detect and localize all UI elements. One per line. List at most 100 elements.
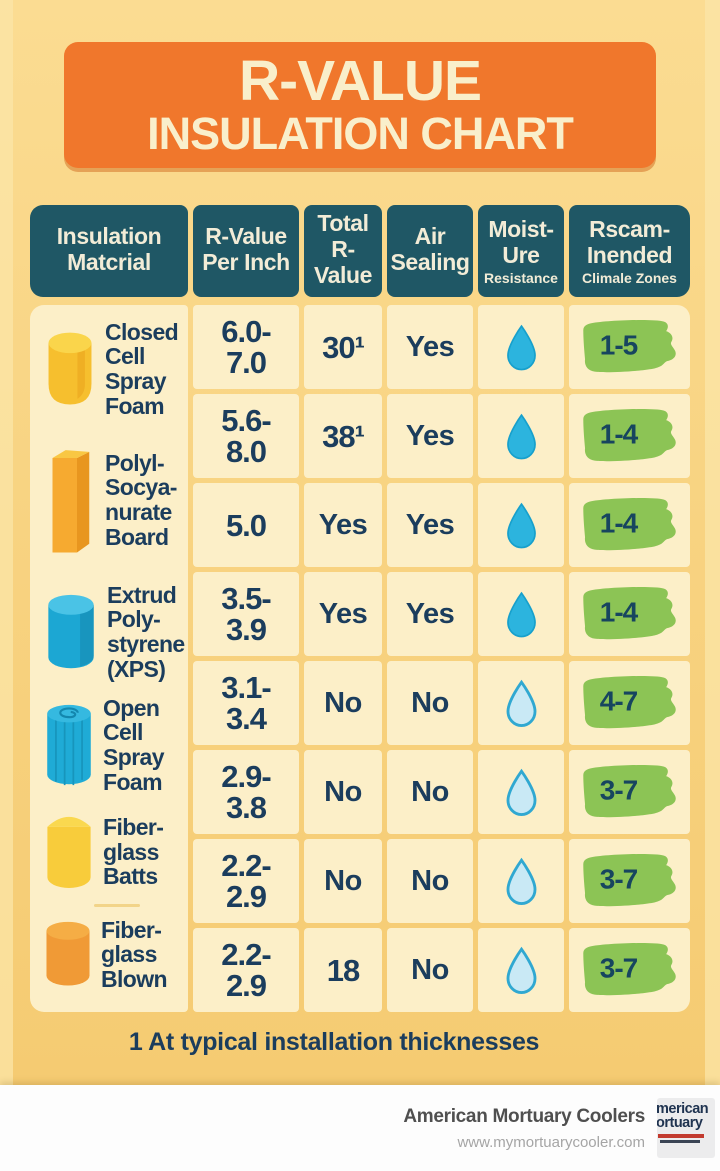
brand-url: www.mymortuarycooler.com: [457, 1133, 645, 1151]
moisture-resistance-cell: [478, 572, 564, 656]
material-label: Extrud Poly- styrene (XPS): [107, 581, 185, 682]
header-label: Insulation Matcrial: [56, 223, 162, 275]
footer: American Mortuary Coolers www.mymortuary…: [0, 1085, 720, 1171]
page-edge-highlight: [0, 0, 13, 1085]
state-silhouette-icon: [582, 409, 676, 462]
header-moisture-resistance: Moist- Ure Resistance: [478, 205, 564, 297]
title-banner: R-VALUE INSULATION CHART: [64, 42, 656, 168]
state-shape-badge: 3-7: [578, 938, 682, 1002]
air-sealing-cell: No: [387, 839, 473, 923]
state-shape-badge: 3-7: [578, 760, 682, 824]
header-label: Rscam- Inended: [586, 216, 673, 268]
climate-zones-cell: 3-7: [569, 750, 690, 834]
material-open-cell-spray-foam: Open Cell Spray Foam: [42, 689, 184, 801]
moisture-resistance-cell: [478, 661, 564, 745]
state-silhouette-icon: [582, 320, 676, 373]
r-value-per-inch-cell: 3.5- 3.9: [193, 572, 299, 656]
total-r-value-cell: No: [304, 661, 382, 745]
climate-zones-cell: 1-5: [569, 305, 690, 389]
state-silhouette-icon: [582, 587, 676, 640]
table-header-row: Insulation Matcrial R-Value Per Inch Tot…: [30, 205, 690, 297]
climate-zones-cell: 3-7: [569, 928, 690, 1012]
material-extruded-polystyrene: Extrud Poly- styrene (XPS): [42, 575, 185, 689]
climate-zones-cell: 1-4: [569, 572, 690, 656]
table-body: Closed Cell Spray Foam Polyl- Socya- nur…: [30, 305, 690, 1012]
header-insulation-material: Insulation Matcrial: [30, 205, 188, 297]
blue-cylinder-icon: [48, 594, 94, 669]
insulation-table: Insulation Matcrial R-Value Per Inch Tot…: [30, 205, 690, 1012]
air-sealing-cell: Yes: [387, 572, 473, 656]
r-value-per-inch-cell: 5.0: [193, 483, 299, 567]
orange-cylinder-icon: [46, 921, 90, 985]
moisture-resistance-cell: [478, 394, 564, 478]
water-drop-icon: [506, 591, 536, 637]
material-polyisocyanurate-board: Polyl- Socya- nurate Board: [42, 425, 184, 575]
total-r-value-cell: 18: [304, 928, 382, 1012]
climate-zones-cell: 3-7: [569, 839, 690, 923]
header-air-sealing: Air Sealing: [387, 205, 473, 297]
zone-range: 3-7: [599, 952, 638, 984]
zone-range: 3-7: [599, 774, 638, 806]
air-sealing-cell: No: [387, 750, 473, 834]
material-label: Polyl- Socya- nurate Board: [105, 449, 177, 550]
r-value-per-inch-cell: 2.2- 2.9: [193, 928, 299, 1012]
water-drop-icon: [506, 768, 536, 816]
logo-text-line1: merican: [657, 1101, 709, 1117]
header-sublabel: Resistance: [484, 269, 558, 286]
air-sealing-cell: No: [387, 928, 473, 1012]
water-drop-icon: [506, 413, 536, 459]
air-sealing-cell: No: [387, 661, 473, 745]
total-r-value-cell: Yes: [304, 483, 382, 567]
material-label: Fiber- glass Blown: [101, 916, 168, 992]
header-label: R-Value Per Inch: [202, 223, 290, 275]
moisture-resistance-cell: [478, 483, 564, 567]
water-drop-icon: [506, 857, 536, 905]
zone-range: 1-4: [599, 418, 638, 450]
materials-panel: Closed Cell Spray Foam Polyl- Socya- nur…: [30, 305, 188, 1012]
r-value-per-inch-cell: 6.0- 7.0: [193, 305, 299, 389]
header-label: Air Sealing: [390, 223, 470, 275]
total-r-value-cell: 30¹: [304, 305, 382, 389]
state-silhouette-icon: [582, 765, 676, 818]
climate-zones-cell: 1-4: [569, 394, 690, 478]
yellow-cylinder-icon: [47, 816, 91, 888]
logo-red-tagline: [658, 1133, 704, 1138]
air-sealing-cell: Yes: [387, 305, 473, 389]
header-label: Total R- Value: [313, 210, 373, 288]
zone-range: 4-7: [599, 685, 638, 717]
zone-range: 1-4: [599, 596, 638, 628]
logo-dark-tagline: [660, 1139, 700, 1143]
state-silhouette-icon: [582, 676, 676, 729]
water-drop-icon: [506, 946, 536, 994]
r-value-per-inch-cell: 3.1- 3.4: [193, 661, 299, 745]
moisture-resistance-cell: [478, 305, 564, 389]
page-subtitle: INSULATION CHART: [147, 108, 574, 160]
water-drop-icon: [506, 324, 536, 370]
state-shape-badge: 1-4: [578, 493, 682, 557]
state-silhouette-icon: [582, 943, 676, 996]
r-value-per-inch-cell: 5.6- 8.0: [193, 394, 299, 478]
material-fiberglass-batts: Fiber- glass Batts: [42, 801, 184, 903]
page-edge-highlight: [705, 0, 720, 1085]
header-total-r-value: Total R- Value: [304, 205, 382, 297]
air-sealing-cell: Yes: [387, 394, 473, 478]
air-sealing-cell: Yes: [387, 483, 473, 567]
brand-block: American Mortuary Coolers www.mymortuary…: [403, 1106, 645, 1151]
climate-zones-cell: 4-7: [569, 661, 690, 745]
footnote: 1 At typical installation thicknesses: [128, 1028, 540, 1056]
logo-text-line2: ortuary: [657, 1114, 703, 1131]
brand-logo: merican ortuary: [657, 1098, 715, 1158]
moisture-resistance-cell: [478, 928, 564, 1012]
moisture-resistance-cell: [478, 839, 564, 923]
header-climate-zones: Rscam- Inended Climale Zones: [569, 205, 690, 297]
state-shape-badge: 4-7: [578, 671, 682, 735]
material-label: Open Cell Spray Foam: [103, 694, 165, 795]
state-shape-badge: 1-4: [578, 582, 682, 646]
brand-name: American Mortuary Coolers: [403, 1105, 645, 1127]
orange-prism-icon: [52, 450, 90, 553]
total-r-value-cell: 38¹: [304, 394, 382, 478]
state-silhouette-icon: [582, 854, 676, 907]
state-shape-badge: 3-7: [578, 849, 682, 913]
r-value-per-inch-cell: 2.2- 2.9: [193, 839, 299, 923]
